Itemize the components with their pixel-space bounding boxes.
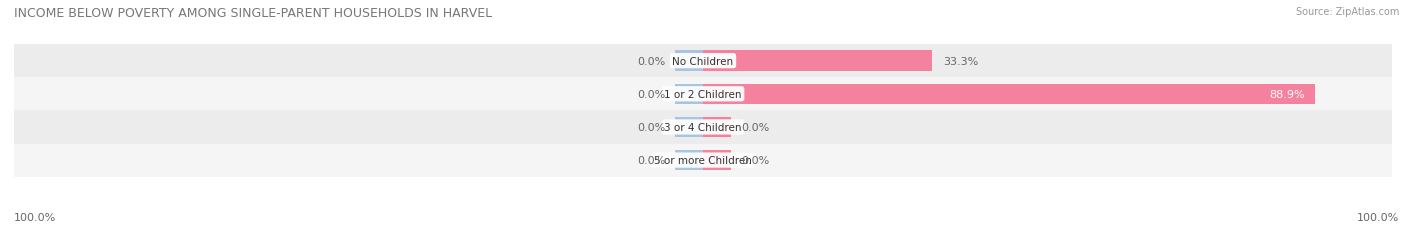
Text: 5 or more Children: 5 or more Children	[654, 155, 752, 165]
Bar	[14, 78, 1392, 111]
Text: 100.0%: 100.0%	[14, 213, 56, 222]
Bar	[703, 117, 731, 138]
Bar	[14, 45, 1392, 78]
Bar	[14, 144, 1392, 177]
Bar	[703, 51, 932, 72]
Bar	[703, 84, 1316, 105]
Text: 0.0%: 0.0%	[637, 89, 665, 99]
Text: 0.0%: 0.0%	[741, 155, 769, 165]
Text: 0.0%: 0.0%	[637, 56, 665, 66]
Bar	[675, 84, 703, 105]
Text: 0.0%: 0.0%	[637, 155, 665, 165]
Text: 0.0%: 0.0%	[637, 122, 665, 132]
Text: Source: ZipAtlas.com: Source: ZipAtlas.com	[1295, 7, 1399, 17]
Bar	[675, 51, 703, 72]
Bar	[675, 150, 703, 171]
Text: No Children: No Children	[672, 56, 734, 66]
Text: 0.0%: 0.0%	[741, 122, 769, 132]
Text: INCOME BELOW POVERTY AMONG SINGLE-PARENT HOUSEHOLDS IN HARVEL: INCOME BELOW POVERTY AMONG SINGLE-PARENT…	[14, 7, 492, 20]
Text: 3 or 4 Children: 3 or 4 Children	[664, 122, 742, 132]
Bar	[675, 117, 703, 138]
Bar	[703, 150, 731, 171]
Bar	[14, 111, 1392, 144]
Text: 1 or 2 Children: 1 or 2 Children	[664, 89, 742, 99]
Text: 88.9%: 88.9%	[1270, 89, 1305, 99]
Text: 33.3%: 33.3%	[943, 56, 979, 66]
Text: 100.0%: 100.0%	[1357, 213, 1399, 222]
